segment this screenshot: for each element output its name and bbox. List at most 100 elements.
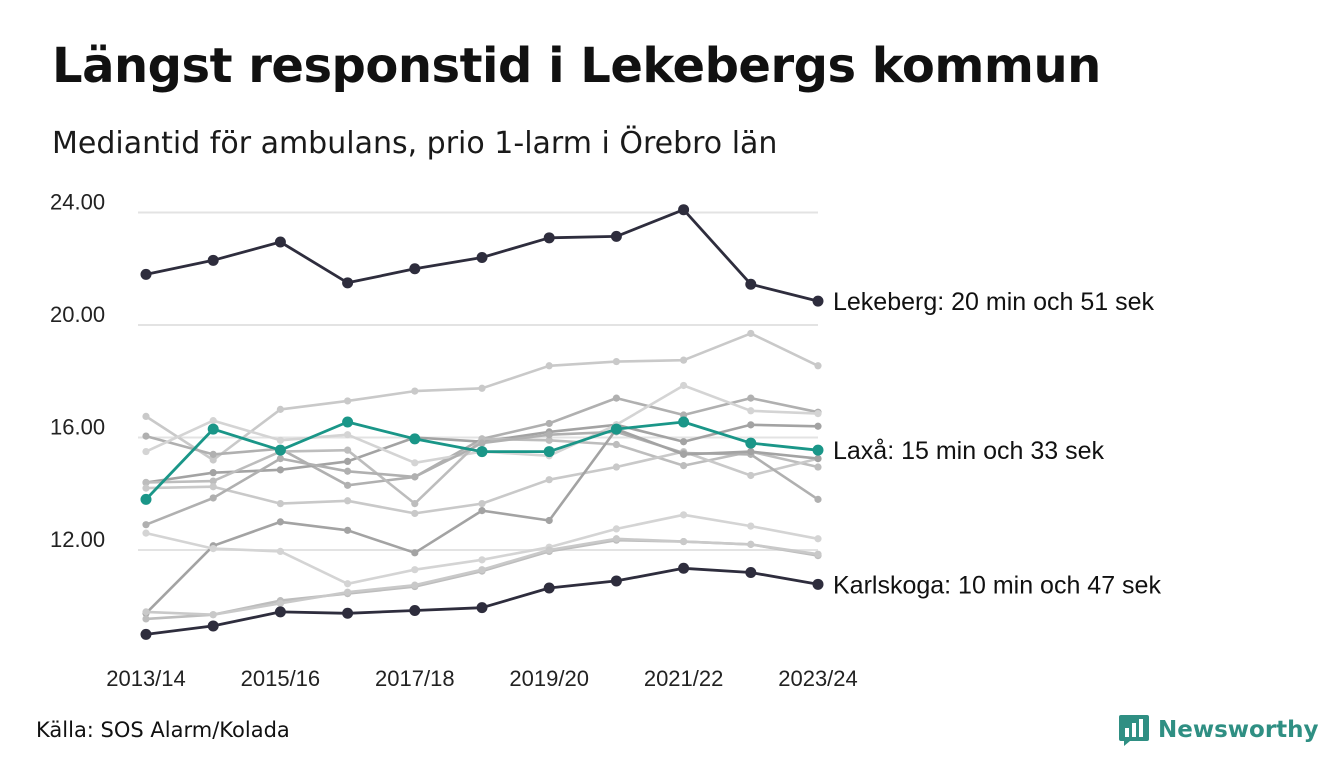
data-point <box>680 537 688 546</box>
data-point <box>276 599 284 608</box>
data-point <box>680 381 688 390</box>
data-point <box>344 431 352 439</box>
data-point <box>543 232 555 244</box>
data-point <box>814 362 822 370</box>
data-point <box>276 518 284 526</box>
y-tick-label: 20.00 <box>50 302 105 327</box>
data-point <box>478 384 486 392</box>
x-tick-label: 2015/16 <box>241 666 321 691</box>
data-point <box>545 419 553 428</box>
data-point <box>745 567 757 578</box>
data-point <box>274 606 286 618</box>
data-point <box>747 471 755 480</box>
data-point <box>610 575 622 587</box>
data-point <box>344 481 352 489</box>
data-point <box>344 526 352 534</box>
data-point <box>678 562 690 574</box>
data-point <box>814 422 822 430</box>
data-point <box>276 405 284 413</box>
data-point <box>142 521 150 529</box>
data-point <box>747 329 755 338</box>
data-point <box>409 263 421 275</box>
data-point <box>814 550 822 558</box>
data-point <box>411 473 419 481</box>
data-point <box>342 416 354 428</box>
data-point <box>680 438 688 446</box>
data-point <box>814 454 822 463</box>
data-point <box>209 544 217 553</box>
data-point <box>342 277 354 289</box>
data-point <box>543 582 555 594</box>
data-point <box>276 499 284 508</box>
data-point <box>207 620 219 632</box>
data-point <box>142 529 150 537</box>
data-point <box>747 447 755 456</box>
data-point <box>747 522 755 530</box>
data-point <box>411 566 419 574</box>
data-point <box>207 254 219 266</box>
data-point <box>209 450 217 458</box>
data-point <box>142 478 150 487</box>
source-note: Källa: SOS Alarm/Kolada <box>36 718 290 742</box>
data-point <box>678 204 690 216</box>
data-point <box>745 437 757 449</box>
data-point <box>478 499 486 508</box>
data-point <box>209 456 217 464</box>
series-end-label: Laxå: 15 min och 33 sek <box>833 437 1104 465</box>
data-point <box>812 295 824 307</box>
data-point <box>612 357 621 366</box>
data-point <box>344 397 352 405</box>
data-point <box>342 607 354 619</box>
data-point <box>812 444 824 456</box>
data-point <box>476 602 488 614</box>
data-point <box>344 467 352 475</box>
data-point <box>409 433 421 445</box>
data-point <box>680 450 688 458</box>
data-point <box>344 457 352 466</box>
data-point <box>814 535 822 543</box>
data-point <box>209 469 217 477</box>
data-point <box>142 412 150 421</box>
data-point <box>142 432 150 440</box>
data-point <box>745 278 757 290</box>
data-point <box>209 417 217 425</box>
data-point <box>680 356 688 364</box>
data-point <box>612 394 621 402</box>
highlight-series <box>140 416 824 505</box>
data-point <box>610 230 622 242</box>
data-point <box>678 416 690 428</box>
data-point <box>207 423 219 435</box>
data-point <box>747 407 755 415</box>
data-point <box>478 439 486 447</box>
y-tick-label: 12.00 <box>50 527 105 552</box>
data-point <box>142 484 150 492</box>
data-point <box>612 535 621 543</box>
data-point <box>411 509 419 518</box>
newsworthy-logo[interactable]: Newsworthy <box>1118 713 1319 747</box>
data-point <box>409 604 421 616</box>
data-point <box>612 525 621 533</box>
data-point <box>478 507 486 515</box>
chart-title: Längst responstid i Lekebergs kommun <box>52 38 1101 94</box>
data-point <box>140 493 152 505</box>
data-point <box>142 608 150 616</box>
data-point <box>747 394 755 402</box>
x-tick-label: 2021/22 <box>644 666 724 691</box>
data-point <box>411 581 419 589</box>
y-tick-label: 24.00 <box>50 190 105 215</box>
data-point <box>545 431 553 439</box>
series-end-label: Karlskoga: 10 min och 47 sek <box>833 571 1161 599</box>
data-point <box>411 387 419 395</box>
data-point <box>814 495 822 503</box>
bar-chart-icon <box>1119 715 1149 746</box>
data-point <box>476 446 488 458</box>
data-point <box>680 462 688 470</box>
background-series <box>142 535 822 619</box>
data-point <box>209 483 217 491</box>
data-point <box>545 476 553 484</box>
series-line <box>145 566 819 636</box>
data-point <box>344 580 352 588</box>
x-tick-label: 2017/18 <box>375 666 455 691</box>
background-series <box>142 329 822 464</box>
data-point <box>344 497 352 505</box>
